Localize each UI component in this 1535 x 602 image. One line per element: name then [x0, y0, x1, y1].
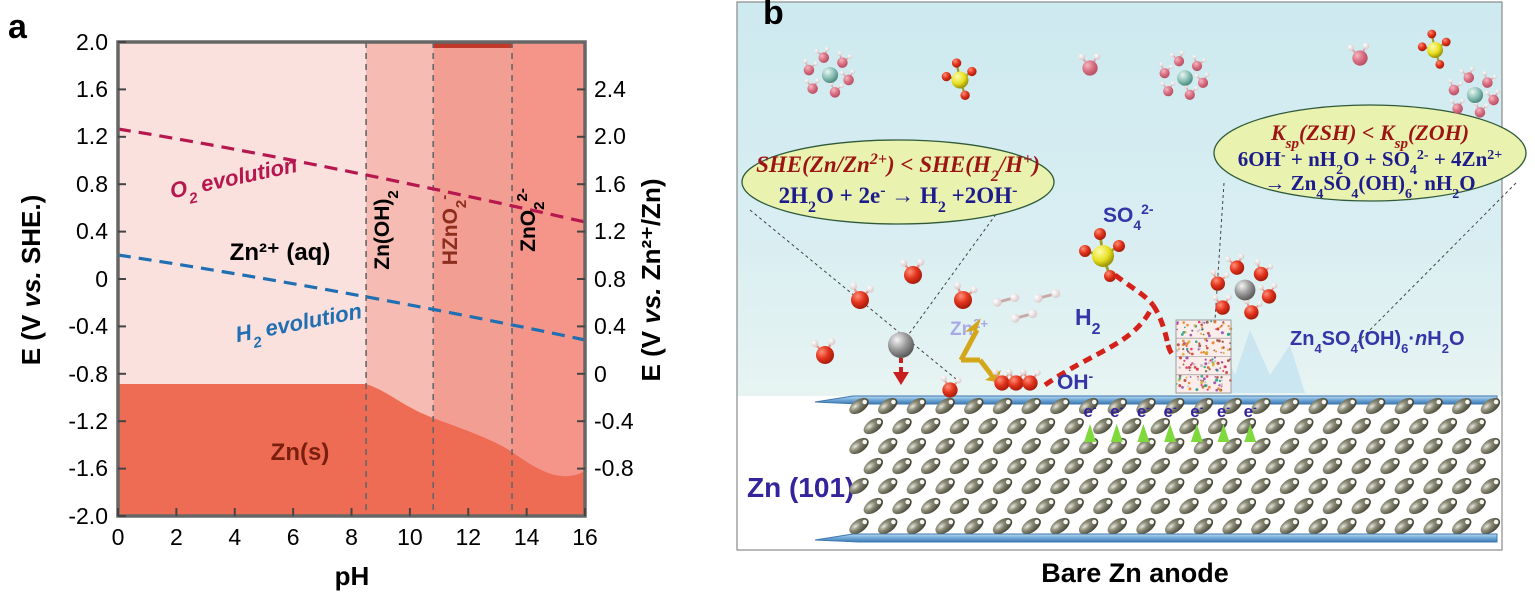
svg-text:0: 0 [594, 361, 607, 387]
svg-text:Zn²⁺ (aq): Zn²⁺ (aq) [230, 239, 331, 266]
svg-text:Zn(s): Zn(s) [271, 439, 330, 466]
svg-text:2.4: 2.4 [594, 76, 626, 102]
svg-text:6: 6 [287, 524, 300, 550]
svg-text:-0.4: -0.4 [68, 313, 108, 339]
svg-text:4: 4 [228, 524, 241, 550]
svg-text:0: 0 [95, 266, 108, 292]
svg-text:e-: e- [1217, 402, 1230, 421]
svg-text:-2.0: -2.0 [68, 503, 108, 529]
svg-text:1.6: 1.6 [594, 171, 626, 197]
svg-text:2: 2 [170, 524, 183, 550]
svg-text:16: 16 [572, 524, 598, 550]
svg-text:8: 8 [345, 524, 358, 550]
svg-text:OH-: OH- [1057, 368, 1094, 394]
svg-text:Zn (101): Zn (101) [747, 472, 854, 503]
svg-text:1.2: 1.2 [594, 218, 626, 244]
svg-text:14: 14 [514, 524, 540, 550]
svg-text:-1.2: -1.2 [68, 408, 108, 434]
svg-text:10: 10 [397, 524, 423, 550]
svg-text:pH: pH [335, 561, 370, 591]
svg-text:12: 12 [455, 524, 481, 550]
svg-text:e-: e- [1083, 402, 1096, 421]
svg-text:-0.8: -0.8 [594, 455, 634, 481]
svg-text:e-: e- [1110, 402, 1123, 421]
svg-text:0.4: 0.4 [76, 218, 108, 244]
svg-text:Bare Zn anode: Bare Zn anode [1041, 558, 1229, 588]
svg-text:E (V vs. Zn²⁺/Zn): E (V vs. Zn²⁺/Zn) [636, 179, 666, 382]
svg-text:0.8: 0.8 [594, 266, 626, 292]
svg-text:0.4: 0.4 [594, 313, 626, 339]
svg-text:e-: e- [1164, 402, 1177, 421]
svg-text:e-: e- [1244, 402, 1257, 421]
svg-text:2.0: 2.0 [76, 29, 108, 55]
svg-text:0.8: 0.8 [76, 171, 108, 197]
svg-text:e-: e- [1190, 402, 1203, 421]
svg-text:e-: e- [1137, 402, 1150, 421]
svg-text:-0.8: -0.8 [68, 361, 108, 387]
svg-text:-0.4: -0.4 [594, 408, 634, 434]
svg-text:1.6: 1.6 [76, 76, 108, 102]
svg-text:1.2: 1.2 [76, 123, 108, 149]
svg-text:2.0: 2.0 [594, 123, 626, 149]
svg-text:0: 0 [112, 524, 125, 550]
svg-text:E (V vs. SHE.): E (V vs. SHE.) [16, 195, 46, 366]
svg-text:-1.6: -1.6 [68, 455, 108, 481]
